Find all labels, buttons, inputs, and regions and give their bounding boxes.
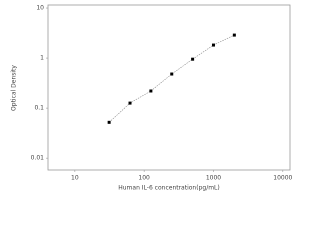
plot-frame — [47, 4, 291, 171]
y-axis-label: Optical Density — [11, 65, 18, 111]
x-tick-label: 10 — [71, 175, 79, 182]
y-tick-label: 0.1 — [34, 105, 44, 112]
x-tick-label: 10000 — [273, 175, 292, 182]
point — [170, 72, 174, 76]
y-tick-label: 10 — [36, 5, 44, 12]
point — [107, 120, 111, 124]
x-tick-label: 1000 — [206, 175, 221, 182]
point — [149, 89, 153, 93]
y-tick-label: 0.01 — [31, 155, 45, 162]
x-axis-label: Human IL-6 concentration(pg/mL) — [118, 185, 220, 192]
point — [211, 43, 215, 47]
point — [191, 57, 195, 61]
chart: Human IL-6 concentration(pg/mL) Optical … — [11, 4, 293, 192]
point — [232, 33, 236, 37]
curve — [108, 34, 235, 123]
y-tick-label: 1 — [40, 55, 44, 62]
point — [128, 101, 132, 105]
x-tick-label: 100 — [138, 175, 150, 182]
